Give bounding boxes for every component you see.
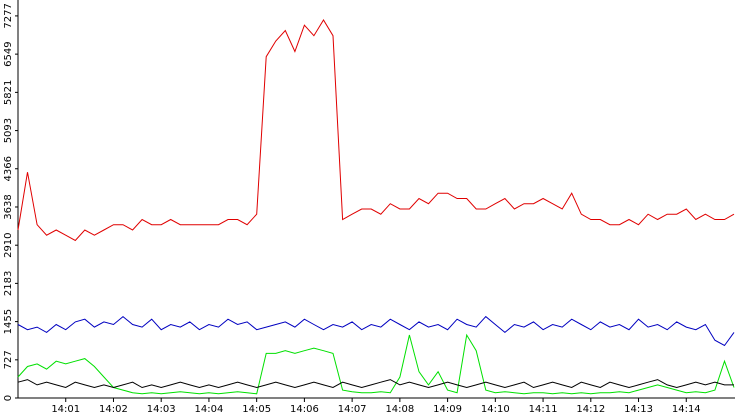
y-tick-label: 5093 [3, 118, 14, 143]
x-tick-label: 14:13 [624, 404, 653, 415]
y-tick-label: 0 [3, 395, 14, 401]
y-tick-label: 4366 [3, 156, 14, 181]
series-line [17, 19, 735, 242]
x-tick-label: 14:06 [290, 404, 319, 415]
y-tick-label: 7277 [3, 3, 14, 28]
x-tick-label: 14:14 [672, 404, 701, 415]
x-tick-label: 14:12 [576, 404, 605, 415]
y-tick-label: 5821 [3, 80, 14, 105]
x-tick-label: 14:01 [51, 404, 80, 415]
series-line [17, 379, 734, 389]
x-tick-label: 14:07 [338, 404, 367, 415]
x-tick-label: 14:04 [195, 404, 224, 415]
x-tick-label: 14:02 [99, 404, 128, 415]
x-tick-label: 14:03 [147, 404, 176, 415]
y-tick-label: 6549 [3, 41, 14, 66]
y-tick-label: 1455 [3, 309, 14, 334]
series-line [17, 315, 735, 347]
series-line [17, 333, 735, 395]
x-tick-label: 14:10 [481, 404, 510, 415]
x-tick-label: 14:11 [529, 404, 558, 415]
y-tick-label: 2910 [3, 232, 14, 257]
y-tick-label: 727 [3, 350, 14, 369]
y-tick-label: 3638 [3, 194, 14, 219]
x-tick-label: 14:05 [242, 404, 271, 415]
x-tick-label: 14:08 [385, 404, 414, 415]
y-tick-label: 2183 [3, 271, 14, 296]
x-tick-label: 14:09 [433, 404, 462, 415]
